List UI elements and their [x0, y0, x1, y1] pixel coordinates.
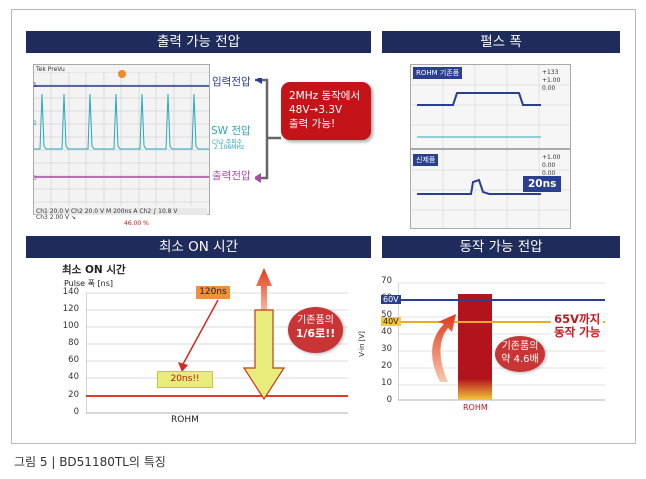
pulse-20ns-tag: 20ns — [523, 176, 562, 192]
panel-title-min-on-time: 최소 ON 시간 — [26, 236, 371, 258]
scope-footer-line2: Ch3 2.00 V ↘ — [36, 214, 77, 221]
channel-1-marker: 1 — [33, 82, 37, 89]
label-120ns: 120ns — [196, 286, 230, 299]
bubble-one-sixth-line-2: 1/6로!! — [295, 327, 336, 340]
op-y-tick-20: 20 — [381, 361, 392, 371]
callout-line-3: 출력 가능! — [289, 118, 336, 130]
down-arrow-icon — [242, 309, 286, 401]
trigger-marker-icon — [118, 70, 126, 78]
op-y-tick-50: 50 — [381, 310, 392, 320]
sw-frequency-value: 2.106MHz — [214, 144, 245, 151]
input-voltage-label: 입력전압 — [212, 76, 251, 88]
scope-footer-line3: 46.00 % — [124, 220, 149, 227]
callout-line-2: 48V→3.3V — [289, 104, 343, 116]
callout-65v-line-2: 동작 가능 — [554, 325, 601, 339]
min-on-chart-title: 최소 ON 시간 — [62, 264, 126, 276]
scope-header: Tek PreVu — [36, 66, 65, 73]
bubble-one-sixth: 기존품의 1/6로!! — [288, 307, 343, 353]
op-y-tick-70: 70 — [381, 276, 392, 286]
pulse-trace-existing — [417, 92, 541, 106]
oscilloscope-top: Tek PreVu 1 2 3 Ch1 20.0 V Ch2 20.0 V M … — [33, 64, 210, 215]
channel-3-marker: 3 — [33, 175, 37, 182]
figure-caption: 그림 5 | BD51180TL의 특징 — [14, 455, 166, 469]
panel-title-output-voltage: 출력 가능 전압 — [26, 31, 371, 53]
min-on-chart — [86, 268, 348, 414]
scope-waveforms — [34, 72, 209, 206]
operating-bar — [458, 294, 492, 400]
bubble-4-6x-line-1: 기존품의 — [501, 341, 539, 352]
y-tick-20: 20 — [68, 390, 79, 400]
reduction-arrow — [181, 299, 219, 367]
pulse-label-existing: ROHM 기존품 — [413, 67, 463, 79]
pulse-trace-new — [417, 178, 541, 195]
panel-title-pulse-width: 펄스 폭 — [382, 31, 620, 53]
y-tick-60: 60 — [68, 355, 79, 365]
callout-65v: 65V까지 동작 가능 — [551, 312, 604, 340]
y-tick-140: 140 — [62, 287, 79, 297]
callout-line-1: 2MHz 동작에서 — [289, 90, 361, 102]
pulse-readout-new: +1.00 0.00 0.00 — [542, 154, 561, 177]
pulse-readout-existing: +133 +1.00 0.00 — [542, 69, 561, 92]
up-arrow-icon — [256, 268, 272, 310]
op-y-label: V-in [V] — [357, 331, 366, 357]
pulse-label-new: 신제품 — [413, 154, 439, 166]
pulse-scope-existing: ROHM 기존품 +133 +1.00 0.00 — [410, 64, 571, 149]
y-tick-80: 80 — [68, 338, 79, 348]
op-y-tick-30: 30 — [381, 344, 392, 354]
label-60v: 60V — [381, 295, 401, 304]
y-tick-100: 100 — [62, 321, 79, 331]
voltage-bracket — [255, 78, 281, 183]
op-y-tick-0: 0 — [386, 395, 392, 405]
min-on-x-label: ROHM — [171, 415, 199, 425]
label-20ns: 20ns!! — [157, 371, 213, 388]
y-tick-40: 40 — [68, 372, 79, 382]
callout-65v-line-1: 65V까지 — [554, 312, 601, 326]
sw-frequency-caption: Ch2 주파수 — [212, 139, 243, 146]
callout-2mhz: 2MHz 동작에서 48V→3.3V 출력 가능! — [281, 82, 371, 140]
output-voltage-label: 출력전압 — [212, 170, 251, 182]
bubble-4-6x: 기존품의 약 4.6배 — [495, 336, 545, 372]
min-on-unit-label: Pulse 폭 [ns] — [64, 279, 113, 288]
bubble-4-6x-line-2: 약 4.6배 — [501, 354, 539, 365]
sw-voltage-label: SW 전압 — [211, 125, 251, 137]
y-tick-0: 0 — [73, 407, 79, 417]
label-40v: 40V — [381, 317, 401, 326]
pulse-scope-new: 신제품 +1.00 0.00 0.00 20ns — [410, 149, 571, 229]
panel-title-operating-voltage: 동작 가능 전압 — [382, 236, 620, 258]
bubble-one-sixth-line-1: 기존품의 — [297, 315, 334, 326]
op-y-tick-10: 10 — [381, 378, 392, 388]
channel-2-marker: 2 — [33, 120, 37, 127]
scope-footer-line1: Ch1 20.0 V Ch2 20.0 V M 200ns A Ch2 ∫ 10… — [36, 208, 207, 215]
op-y-tick-40: 40 — [381, 327, 392, 337]
operating-x-label: ROHM — [463, 403, 488, 412]
increase-arrow-icon — [432, 314, 456, 382]
sw-voltage-trace — [34, 93, 209, 150]
y-tick-120: 120 — [62, 304, 79, 314]
